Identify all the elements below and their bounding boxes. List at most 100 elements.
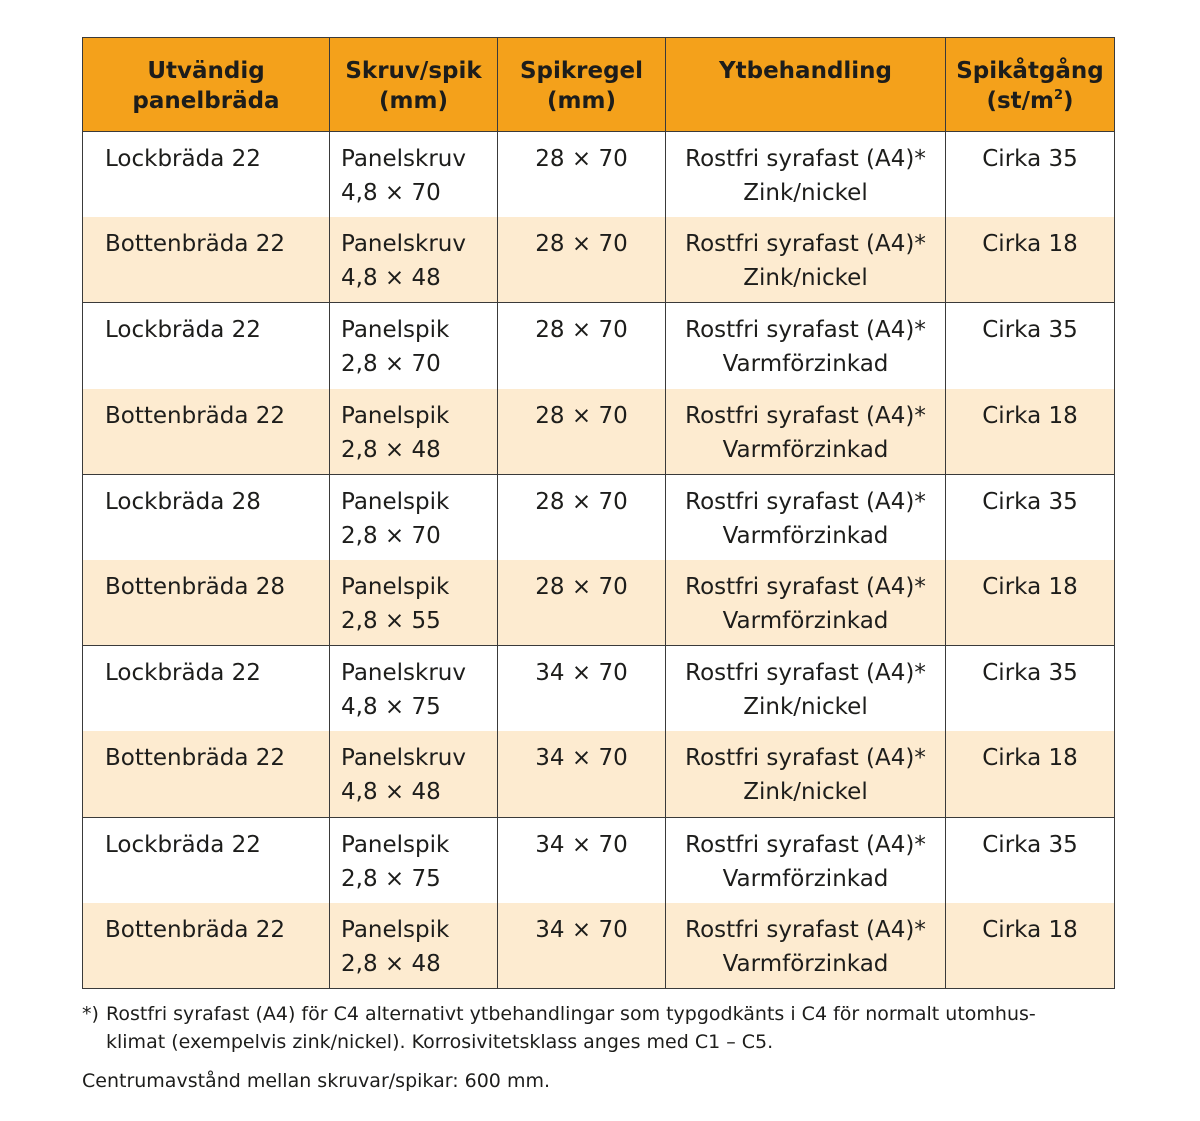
- fastener-size: 4,8 × 48: [341, 779, 441, 806]
- fastener-type: Panelspik: [341, 573, 450, 600]
- batten-size: 28 × 70: [535, 146, 628, 172]
- cell-panel: Bottenbräda 22: [82, 388, 330, 475]
- cell-panel: Bottenbräda 28: [82, 559, 330, 647]
- fastener-type: Panelspik: [341, 402, 450, 429]
- surface-alternative: Varmförzinkad: [722, 950, 889, 977]
- cell-usage: Cirka 35: [945, 474, 1115, 560]
- cell-panel: Lockbräda 28: [82, 474, 330, 560]
- header-usage-unit-sup: 2: [1054, 88, 1064, 103]
- cell-panel: Lockbräda 22: [82, 302, 330, 389]
- table-row: Lockbräda 22 Panelspik 2,8 × 75 34 × 70 Rost…: [82, 817, 1115, 903]
- table-row: Bottenbräda 22 Panelskruv 4,8 × 48 28 × 70 R…: [82, 217, 1115, 304]
- table-row: Bottenbräda 22 Panelskruv 4,8 × 48 34 × 70 R…: [82, 731, 1115, 818]
- surface-primary: Rostfri syrafast (A4)*: [685, 660, 926, 687]
- batten-size: 34 × 70: [535, 660, 628, 687]
- surface-primary: Rostfri syrafast (A4)*: [685, 317, 926, 344]
- fastener-size: 2,8 × 70: [341, 351, 441, 378]
- usage-text: Cirka 35: [982, 660, 1078, 687]
- usage-text: Cirka 18: [982, 745, 1078, 772]
- cell-surface: Rostfri syrafast (A4)* Zink/nickel: [665, 645, 946, 732]
- header-panel: Utvändig panelbräda: [82, 37, 330, 132]
- header-panel-line1: Utvändig: [147, 58, 265, 84]
- panel-text: Lockbräda 22: [105, 831, 261, 858]
- cell-usage: Cirka 35: [945, 817, 1115, 903]
- cell-usage: Cirka 18: [945, 902, 1115, 989]
- usage-text: Cirka 18: [982, 573, 1078, 600]
- surface-primary: Rostfri syrafast (A4)*: [685, 916, 926, 943]
- surface-alternative: Varmförzinkad: [722, 522, 889, 549]
- surface-primary: Rostfri syrafast (A4)*: [685, 573, 926, 600]
- panel-text: Bottenbräda 22: [105, 916, 286, 943]
- cell-fastener: Panelspik 2,8 × 48: [329, 388, 498, 475]
- cell-panel: Bottenbräda 22: [82, 902, 330, 989]
- usage-text: Cirka 18: [982, 231, 1078, 258]
- cell-surface: Rostfri syrafast (A4)* Varmförzinkad: [665, 817, 946, 903]
- header-fastener: Skruv/spik (mm): [329, 37, 498, 132]
- fastener-type: Panelspik: [341, 317, 450, 344]
- cell-usage: Cirka 35: [945, 645, 1115, 732]
- header-usage-unit-open: (st/m: [986, 88, 1054, 114]
- panel-text: Bottenbräda 28: [105, 573, 286, 600]
- cell-surface: Rostfri syrafast (A4)* Zink/nickel: [665, 217, 946, 304]
- header-usage-unit-close: ): [1063, 88, 1074, 114]
- cell-batten: 28 × 70: [497, 474, 666, 560]
- batten-size: 28 × 70: [535, 488, 628, 515]
- usage-text: Cirka 18: [982, 916, 1078, 943]
- table-row: Bottenbräda 22 Panelspik 2,8 × 48 34 × 70 Ro…: [82, 902, 1115, 989]
- cell-surface: Rostfri syrafast (A4)* Varmförzinkad: [665, 302, 946, 389]
- surface-alternative: Zink/nickel: [743, 265, 868, 292]
- fastener-size: 2,8 × 55: [341, 607, 441, 634]
- footnote-line2: klimat (exempelvis zink/nickel). Korrosi…: [106, 1031, 774, 1053]
- panel-text: Bottenbräda 22: [105, 745, 286, 772]
- cell-usage: Cirka 18: [945, 388, 1115, 475]
- fastener-size: 4,8 × 70: [341, 180, 441, 206]
- fastener-size: 2,8 × 70: [341, 522, 441, 549]
- surface-primary: Rostfri syrafast (A4)*: [685, 488, 926, 515]
- cell-fastener: Panelskruv 4,8 × 48: [329, 731, 498, 818]
- header-fastener-line2: (mm): [379, 88, 448, 114]
- footnote-line1: Rostfri syrafast (A4) för C4 alternativt…: [106, 1003, 1036, 1025]
- fastener-type: Panelskruv: [341, 660, 466, 687]
- table-body: Lockbräda 22 Panelskruv 4,8 × 70 28 × 70 Ros…: [82, 131, 1115, 989]
- panel-text: Lockbräda 22: [105, 660, 261, 687]
- fastener-type: Panelspik: [341, 916, 450, 943]
- cell-surface: Rostfri syrafast (A4)* Varmförzinkad: [665, 902, 946, 989]
- fastener-type: Panelspik: [341, 831, 450, 858]
- batten-size: 28 × 70: [535, 402, 628, 429]
- cell-usage: Cirka 18: [945, 731, 1115, 818]
- cell-panel: Lockbräda 22: [82, 817, 330, 903]
- cell-fastener: Panelskruv 4,8 × 75: [329, 645, 498, 732]
- batten-size: 34 × 70: [535, 831, 628, 858]
- header-batten-line1: Spikregel: [519, 58, 644, 84]
- cell-batten: 34 × 70: [497, 817, 666, 903]
- cell-surface: Rostfri syrafast (A4)* Zink/nickel: [665, 131, 946, 218]
- header-surface: Ytbehandling: [665, 37, 946, 132]
- usage-text: Cirka 18: [982, 402, 1078, 429]
- cell-batten: 34 × 70: [497, 902, 666, 989]
- header-panel-line2: panelbräda: [132, 88, 280, 114]
- usage-text: Cirka 35: [982, 317, 1078, 344]
- batten-size: 34 × 70: [535, 916, 628, 943]
- usage-text: Cirka 35: [982, 488, 1078, 515]
- surface-primary: Rostfri syrafast (A4)*: [685, 831, 926, 858]
- fastener-size: 4,8 × 75: [341, 694, 441, 721]
- centre-distance-note: Centrumavstånd mellan skruvar/spikar: 60…: [82, 1070, 550, 1092]
- usage-text: Cirka 35: [982, 146, 1078, 172]
- surface-alternative: Zink/nickel: [743, 694, 868, 721]
- fastener-size: 2,8 × 48: [341, 436, 441, 463]
- cell-fastener: Panelskruv 4,8 × 48: [329, 217, 498, 304]
- panel-text: Lockbräda 22: [105, 317, 261, 344]
- table-row: Bottenbräda 28 Panelspik 2,8 × 55 28 × 70 Ro…: [82, 559, 1115, 647]
- surface-primary: Rostfri syrafast (A4)*: [685, 231, 926, 258]
- panel-text: Lockbräda 28: [105, 488, 261, 515]
- surface-alternative: Zink/nickel: [743, 779, 868, 806]
- surface-primary: Rostfri syrafast (A4)*: [685, 146, 926, 172]
- cell-panel: Lockbräda 22: [82, 131, 330, 218]
- surface-alternative: Varmförzinkad: [722, 351, 889, 378]
- cell-fastener: Panelspik 2,8 × 75: [329, 817, 498, 903]
- cell-fastener: Panelskruv 4,8 × 70: [329, 131, 498, 218]
- fastener-table-container: Utvändig panelbräda Skruv/spik (mm) Spik…: [82, 37, 1115, 989]
- header-fastener-line1: Skruv/spik: [345, 58, 482, 84]
- header-usage-line2: (st/m2): [952, 86, 1108, 116]
- header-usage-line1: Spikåtgång: [956, 58, 1104, 84]
